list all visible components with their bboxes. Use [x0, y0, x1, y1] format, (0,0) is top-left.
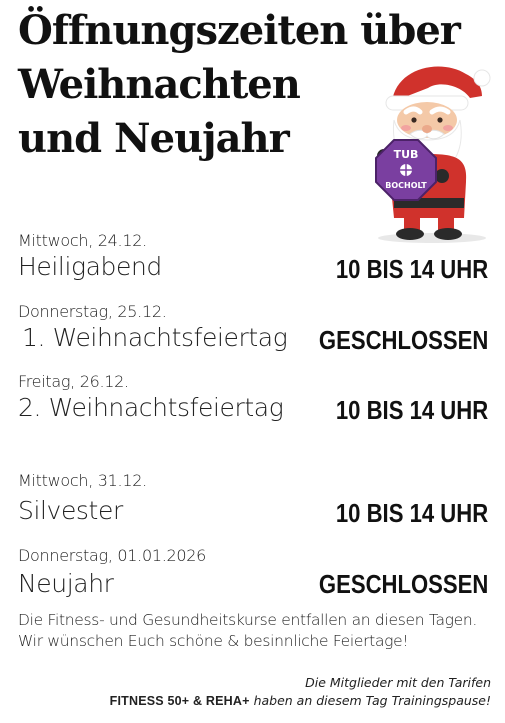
- notice-line-1: Die Fitness- und Gesundheitskurse entfal…: [18, 611, 478, 629]
- day-row-weihnachtsfeiertag-2: Freitag, 26.12. 2. Weihnachtsfeiertag 10…: [18, 373, 488, 427]
- day-row-neujahr: Donnerstag, 01.01.2026 Neujahr GESCHLOSS…: [18, 547, 488, 601]
- day-date: Donnerstag, 25.12.: [18, 302, 167, 321]
- day-hours: 10 BIS 14 UHR: [335, 395, 488, 425]
- day-hours: 10 BIS 14 UHR: [335, 498, 488, 528]
- day-row-weihnachtsfeiertag-1: Donnerstag, 25.12. 1. Weihnachtsfeiertag…: [18, 303, 488, 357]
- day-date: Donnerstag, 01.01.2026: [18, 546, 207, 565]
- day-hours: 10 BIS 14 UHR: [335, 254, 488, 284]
- footer-tariffs: FITNESS 50+ & REHA+: [109, 694, 250, 708]
- day-name: Silvester: [18, 496, 123, 525]
- day-name: 1. Weihnachtsfeiertag: [22, 323, 288, 352]
- day-row-silvester: Mittwoch, 31.12. Silvester 10 BIS 14 UHR: [18, 471, 488, 529]
- day-name: Heiligabend: [18, 252, 162, 281]
- day-hours: GESCHLOSSEN: [318, 325, 488, 355]
- footer-line-2: FITNESS 50+ & REHA+ haben an diesem Tag …: [110, 692, 491, 710]
- logo-text-bottom: BOCHOLT: [385, 181, 427, 190]
- santa-illustration: TUB BOCHOLT: [375, 66, 491, 243]
- day-date: Mittwoch, 24.12.: [18, 231, 147, 250]
- page-title: Öffnungszeiten über Weihnachten und Neuj…: [18, 4, 488, 166]
- footer-line-2-rest: haben an diesem Tag Trainingspause!: [249, 693, 491, 708]
- footer-note: Die Mitglieder mit den Tarifen FITNESS 5…: [110, 674, 491, 710]
- logo-text-top: TUB: [394, 148, 419, 161]
- footer-line-1: Die Mitglieder mit den Tarifen: [305, 675, 491, 690]
- day-name: 2. Weihnachtsfeiertag: [18, 393, 284, 422]
- title-line-1: Öffnungszeiten über: [18, 7, 461, 54]
- notice-line-2: Wir wünschen Euch schöne & besinnliche F…: [18, 632, 409, 650]
- day-name: Neujahr: [18, 569, 114, 598]
- course-notice: Die Fitness- und Gesundheitskurse entfal…: [18, 610, 498, 652]
- day-date: Freitag, 26.12.: [18, 372, 129, 391]
- title-line-3: und Neujahr: [18, 115, 290, 162]
- title-line-2: Weihnachten: [18, 61, 301, 108]
- day-date: Mittwoch, 31.12.: [18, 471, 147, 490]
- day-row-heiligabend: Mittwoch, 24.12. Heiligabend 10 BIS 14 U…: [18, 232, 488, 286]
- day-hours: GESCHLOSSEN: [318, 569, 488, 599]
- tub-bocholt-logo: TUB BOCHOLT: [375, 139, 437, 201]
